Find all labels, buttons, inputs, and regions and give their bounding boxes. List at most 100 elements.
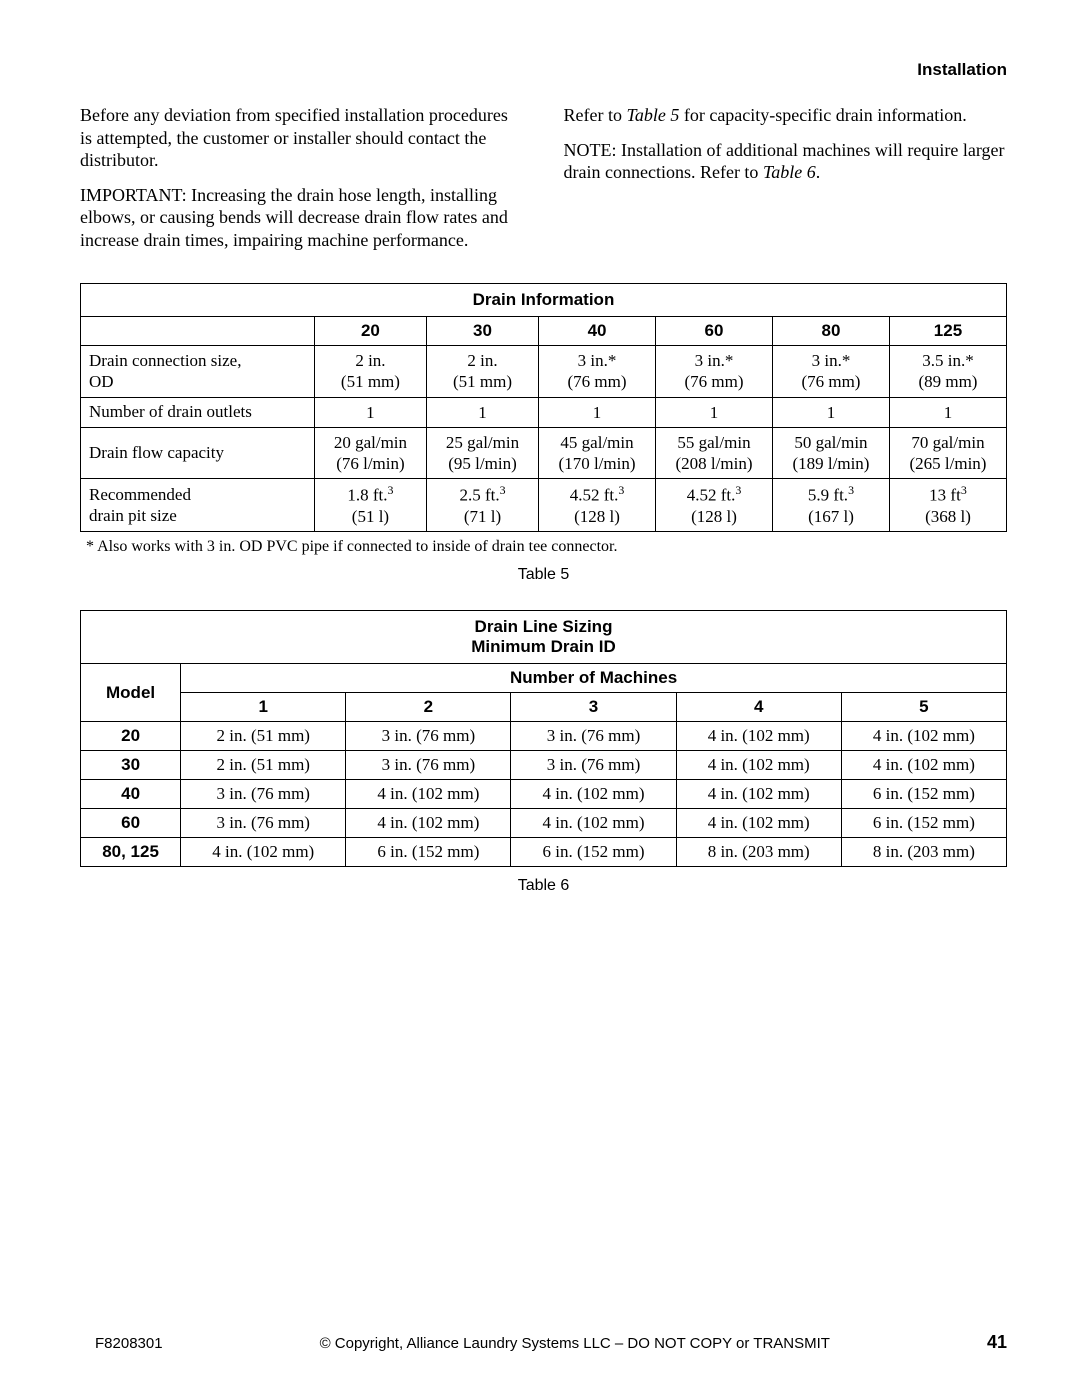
table5-col-20: 20 [314, 317, 426, 346]
table5-cell-line: 1.8 ft.3 [321, 483, 420, 506]
table5-cell-line: 2 in. [433, 350, 532, 371]
table6-model-cell: 80, 125 [81, 838, 181, 867]
table6-model-cell: 40 [81, 780, 181, 809]
table5-row-label-line: OD [89, 371, 306, 392]
intro-columns: Before any deviation from specified inst… [80, 104, 1007, 263]
paragraph-1: Before any deviation from specified inst… [80, 104, 524, 172]
table6-cell: 4 in. (102 mm) [346, 809, 511, 838]
table6-cell: 3 in. (76 mm) [511, 751, 676, 780]
footer-copyright: © Copyright, Alliance Laundry Systems LL… [320, 1335, 830, 1352]
table5-cell: 1 [539, 397, 656, 427]
table-row: 603 in. (76 mm)4 in. (102 mm)4 in. (102 … [81, 809, 1007, 838]
table5-cell-line: 1 [662, 402, 766, 423]
p3-post: for capacity-specific drain information. [679, 105, 966, 125]
table6-cell: 4 in. (102 mm) [346, 780, 511, 809]
table6-cell: 6 in. (152 mm) [841, 780, 1006, 809]
table5-cell-line: 4.52 ft.3 [545, 483, 649, 506]
table6-col-3: 3 [511, 693, 676, 722]
footer-doc-number: F8208301 [95, 1335, 163, 1352]
table5-col-80: 80 [772, 317, 889, 346]
table5-footnote: * Also works with 3 in. OD PVC pipe if c… [80, 532, 1007, 556]
table6-cell: 4 in. (102 mm) [511, 809, 676, 838]
table5-cell-line: 3 in.* [779, 350, 883, 371]
table6-cell: 3 in. (76 mm) [511, 722, 676, 751]
table5-cell: 4.52 ft.3(128 l) [539, 479, 656, 532]
table6-cell: 8 in. (203 mm) [841, 838, 1006, 867]
table5-cell: 1.8 ft.3(51 l) [314, 479, 426, 532]
table5-cell-line: 55 gal/min [662, 432, 766, 453]
table5-col-125: 125 [889, 317, 1006, 346]
table5-cell-line: 1 [545, 402, 649, 423]
table5-cell: 1 [656, 397, 773, 427]
table5-cell-line: 2 in. [321, 350, 420, 371]
drain-information-table: Drain Information 20 30 40 60 80 125 Dra… [80, 283, 1007, 532]
table6-subhead-row: 1 2 3 4 5 [81, 693, 1007, 722]
table5-cell-line: 1 [433, 402, 532, 423]
table5-cell-line: 2.5 ft.3 [433, 483, 532, 506]
table6-cell: 4 in. (102 mm) [676, 780, 841, 809]
table5-row-label: Drain flow capacity [81, 427, 315, 479]
table-row: Recommendeddrain pit size1.8 ft.3(51 l)2… [81, 479, 1007, 532]
table6-caption: Table 6 [80, 877, 1007, 895]
table5-cell-line: 1 [779, 402, 883, 423]
table6-title: Drain Line Sizing Minimum Drain ID [81, 611, 1007, 664]
table5-cell-line: 50 gal/min [779, 432, 883, 453]
table5-cell-line: (76 mm) [779, 371, 883, 392]
footer-page-number: 41 [987, 1332, 1007, 1353]
table-row: Number of drain outlets111111 [81, 397, 1007, 427]
table5-cell-line: (76 l/min) [321, 453, 420, 474]
drain-line-sizing-table: Drain Line Sizing Minimum Drain ID Model… [80, 610, 1007, 867]
table5-cell-line: (167 l) [779, 506, 883, 527]
table6-model-cell: 20 [81, 722, 181, 751]
table5-cell-line: (189 l/min) [779, 453, 883, 474]
table5-caption: Table 5 [80, 566, 1007, 584]
table5-cell-line: (128 l) [662, 506, 766, 527]
table5-cell-line: 13 ft3 [896, 483, 1000, 506]
table5-cell: 25 gal/min(95 l/min) [426, 427, 538, 479]
table6-cell: 6 in. (152 mm) [511, 838, 676, 867]
table5-cell: 3.5 in.*(89 mm) [889, 346, 1006, 398]
table6-model-cell: 60 [81, 809, 181, 838]
table5-cell: 70 gal/min(265 l/min) [889, 427, 1006, 479]
table5-cell-line: (170 l/min) [545, 453, 649, 474]
table-row: 202 in. (51 mm)3 in. (76 mm)3 in. (76 mm… [81, 722, 1007, 751]
table5-cell-line: (89 mm) [896, 371, 1000, 392]
table5-row-label-line: Drain connection size, [89, 350, 306, 371]
table5-cell-line: (71 l) [433, 506, 532, 527]
table5-cell: 3 in.*(76 mm) [656, 346, 773, 398]
table5-cell: 2 in.(51 mm) [426, 346, 538, 398]
table5-row-label: Drain connection size,OD [81, 346, 315, 398]
table5-cell-line: 4.52 ft.3 [662, 483, 766, 506]
table5-row-label: Number of drain outlets [81, 397, 315, 427]
table6-col-5: 5 [841, 693, 1006, 722]
table5-cell: 55 gal/min(208 l/min) [656, 427, 773, 479]
table5-cell-line: 45 gal/min [545, 432, 649, 453]
page: Installation Before any deviation from s… [0, 0, 1080, 1397]
table5-cell-line: (51 l) [321, 506, 420, 527]
table6-cell: 4 in. (102 mm) [181, 838, 346, 867]
table6-cell: 6 in. (152 mm) [346, 838, 511, 867]
table5-cell-line: 70 gal/min [896, 432, 1000, 453]
table5-cell: 45 gal/min(170 l/min) [539, 427, 656, 479]
table6-group-head: Number of Machines [181, 664, 1007, 693]
table5-cell-line: 25 gal/min [433, 432, 532, 453]
table6-title-line2: Minimum Drain ID [471, 637, 616, 656]
table6-cell: 8 in. (203 mm) [676, 838, 841, 867]
table5-cell: 1 [889, 397, 1006, 427]
table6-col-2: 2 [346, 693, 511, 722]
table6-model-head: Model [81, 664, 181, 722]
page-footer: F8208301 © Copyright, Alliance Laundry S… [0, 1332, 1080, 1353]
table5-col-40: 40 [539, 317, 656, 346]
table-row: Drain connection size,OD2 in.(51 mm)2 in… [81, 346, 1007, 398]
table5-cell: 3 in.*(76 mm) [539, 346, 656, 398]
table6-cell: 4 in. (102 mm) [676, 722, 841, 751]
table-row: Drain flow capacity20 gal/min(76 l/min)2… [81, 427, 1007, 479]
table6-col-4: 4 [676, 693, 841, 722]
table6-cell: 4 in. (102 mm) [841, 751, 1006, 780]
table6-cell: 3 in. (76 mm) [181, 780, 346, 809]
table5-cell: 4.52 ft.3(128 l) [656, 479, 773, 532]
table5-cell-line: (368 l) [896, 506, 1000, 527]
p3-ref: Table 5 [626, 105, 679, 125]
table-row: 302 in. (51 mm)3 in. (76 mm)3 in. (76 mm… [81, 751, 1007, 780]
table5-cell-line: 1 [896, 402, 1000, 423]
